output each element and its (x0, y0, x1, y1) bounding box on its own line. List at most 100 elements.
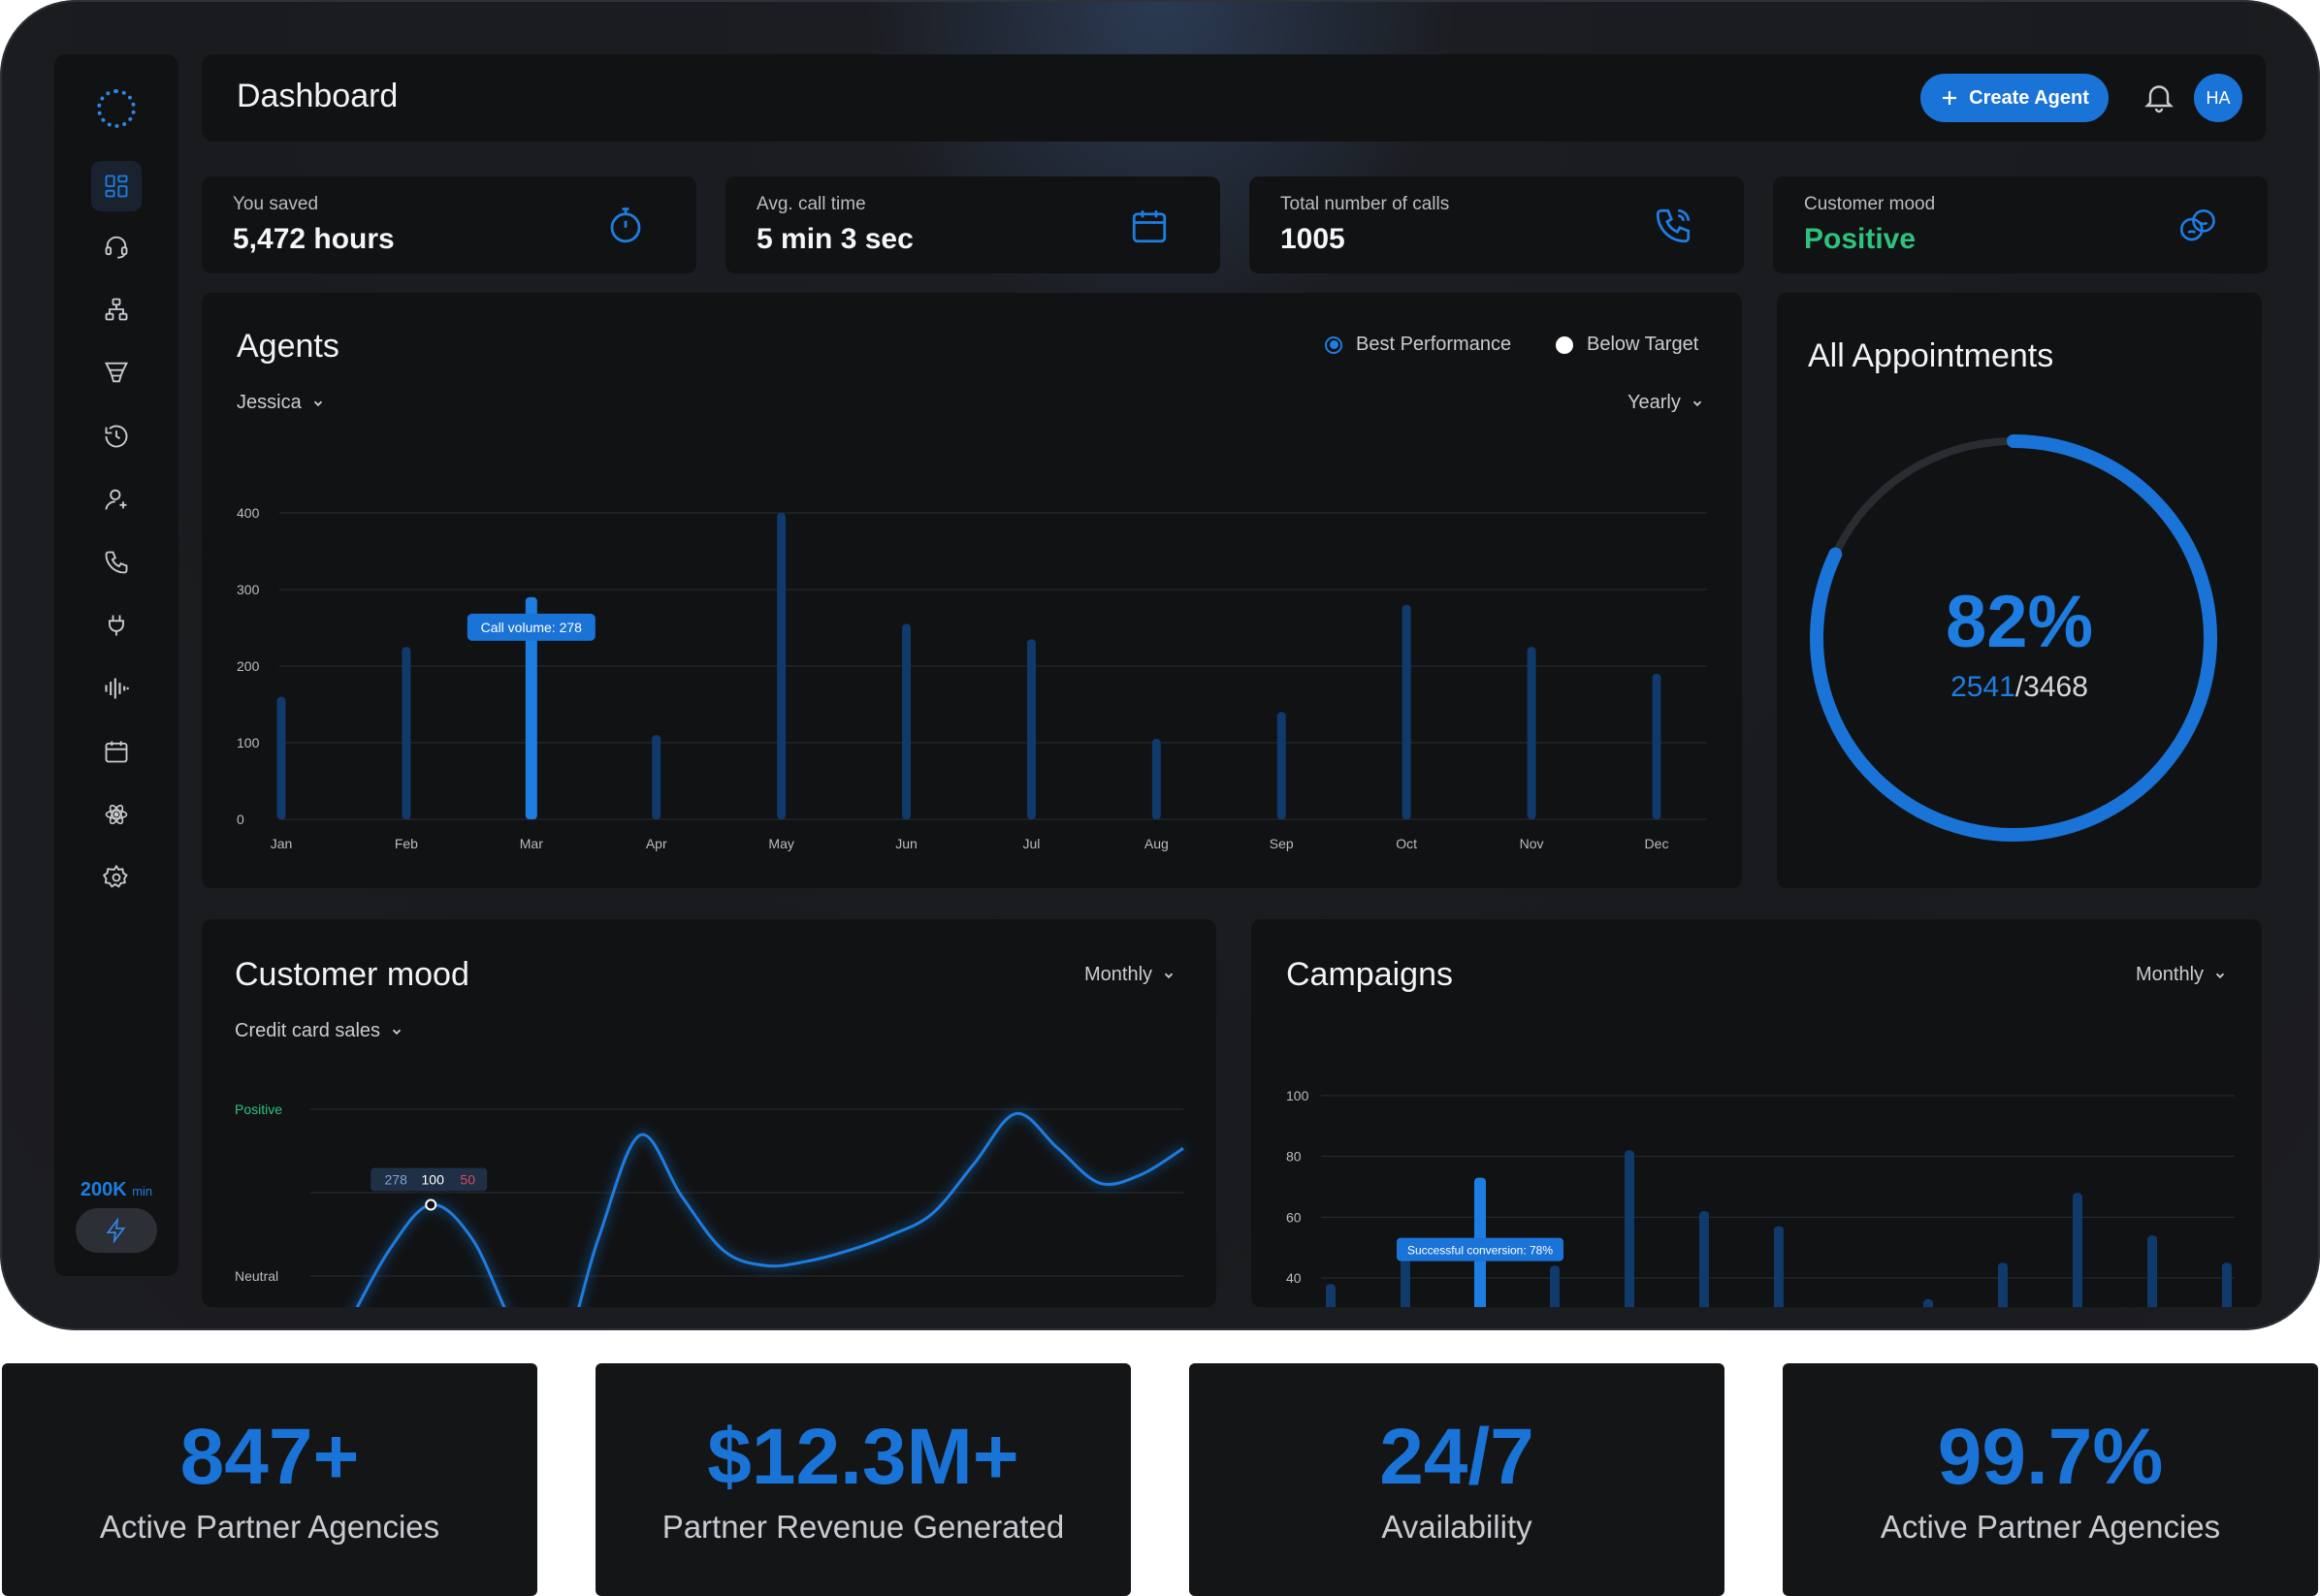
segment-select-value: Credit card sales (235, 1020, 381, 1041)
stat-avg-call-time: Avg. call time 5 min 3 sec (725, 176, 1220, 273)
nav-calendar-icon[interactable] (91, 726, 142, 777)
y-tick-label: 80 (1286, 1149, 1302, 1165)
stat-total-calls: Total number of calls 1005 (1249, 176, 1744, 273)
y-tick-label: 0 (237, 812, 244, 827)
chevron-down-icon (1692, 400, 1702, 406)
tooltip-box (467, 613, 596, 641)
stat-label: Customer mood (1804, 194, 1936, 214)
bar (902, 623, 912, 819)
x-tick-label: Feb (395, 836, 418, 851)
mood-icon (2179, 208, 2215, 241)
calendar-icon (1132, 210, 1167, 243)
radio-dot-icon (1556, 335, 1573, 354)
y-tick-label: 300 (237, 582, 260, 597)
agents-bar-chart: 0 100 200 300 400 Jan Feb Mar Call volume: 278 Ap… (237, 505, 1707, 851)
y-tick-label: 400 (237, 505, 260, 521)
bar (1774, 1226, 1784, 1307)
mood-line (355, 1111, 1184, 1307)
mood-line-chart: Positive Neutral 278 100 50 (235, 1101, 1184, 1307)
logo-icon (97, 89, 136, 128)
stat-value: Positive (1804, 223, 1917, 255)
tooltip-value-b: 100 (422, 1172, 445, 1188)
nav-voice-icon[interactable] (91, 663, 142, 714)
campaigns-panel: Campaigns Monthly 40 60 80 100 Successful co… (1251, 919, 2262, 1307)
nav-calls-icon[interactable] (91, 537, 142, 588)
topbar: Dashboard Create Agent HA (202, 54, 2266, 142)
y-label-positive: Positive (235, 1101, 282, 1117)
legend-below-target[interactable]: Below Target (1556, 334, 1698, 356)
customer-mood-title: Customer mood (235, 956, 469, 993)
chevron-down-icon (392, 1029, 402, 1035)
create-agent-button[interactable]: Create Agent (1920, 74, 2109, 122)
bar (525, 596, 537, 819)
bar (1402, 604, 1411, 819)
bar (1998, 1262, 2008, 1307)
x-tick-label: Mar (520, 836, 543, 851)
tooltip-box (371, 1167, 488, 1192)
legend-best-performance[interactable]: Best Performance (1325, 334, 1511, 356)
stat-label: You saved (233, 194, 319, 214)
appointments-fraction: 2541/3468 (1777, 671, 2262, 704)
stat-value: 5 min 3 sec (757, 223, 914, 255)
period-select[interactable]: Yearly (1627, 392, 1704, 414)
nav-funnel-icon[interactable] (91, 347, 142, 398)
appointments-ring (1810, 434, 2217, 842)
avatar[interactable]: HA (2194, 74, 2242, 122)
x-tick-label: Jul (1023, 836, 1041, 851)
phone-call-icon (1656, 208, 1691, 243)
tooltip-value-c: 50 (460, 1172, 475, 1188)
nav-history-icon[interactable] (91, 411, 142, 462)
bar (2073, 1193, 2082, 1307)
stat-card-availability: 24/7 Availability (1189, 1363, 1724, 1596)
legend-label: Best Performance (1356, 334, 1512, 355)
usage-value: 200K (80, 1179, 127, 1200)
plus-icon (1943, 91, 1957, 105)
bar (2222, 1262, 2232, 1307)
chevron-down-icon (2215, 973, 2225, 978)
stat-card-uptime: 99.7% Active Partner Agencies (1783, 1363, 2318, 1596)
x-tick-label: Apr (646, 836, 667, 851)
radio-selected-icon (1325, 335, 1342, 354)
bar (1326, 1284, 1336, 1307)
bell-icon[interactable] (2142, 80, 2176, 114)
nav-dashboard-icon[interactable] (91, 161, 142, 211)
nav-ai-icon[interactable] (91, 789, 142, 840)
appointments-total: /3468 (2014, 671, 2088, 703)
card-caption: Partner Revenue Generated (661, 1509, 1065, 1545)
bar-tooltip: Successful conversion: 78% (1397, 1237, 1563, 1261)
bar (1699, 1211, 1709, 1307)
nav-contacts-icon[interactable] (91, 474, 142, 525)
bar (1026, 639, 1036, 819)
agent-select-value: Jessica (237, 392, 302, 413)
appointments-panel: All Appointments 82% 2541/3468 (1777, 293, 2262, 888)
card-caption: Active Partner Agencies (99, 1509, 440, 1545)
legend-label: Below Target (1587, 334, 1699, 355)
nav-integrations-icon[interactable] (91, 600, 142, 651)
segment-select[interactable]: Credit card sales (235, 1020, 403, 1042)
stat-value: 5,472 hours (233, 223, 395, 255)
nav-support-icon[interactable] (91, 221, 142, 271)
boost-button[interactable] (76, 1208, 157, 1253)
mood-tooltip: 278 100 50 (371, 1167, 488, 1192)
mood-point (425, 1198, 437, 1211)
card-value: 847+ (179, 1413, 360, 1501)
campaigns-period-value: Monthly (2136, 964, 2205, 985)
stat-card-agencies: 847+ Active Partner Agencies (2, 1363, 537, 1596)
bar (652, 735, 661, 819)
mood-period-select[interactable]: Monthly (1084, 964, 1176, 986)
bar (276, 696, 286, 819)
bar (777, 513, 787, 819)
nav-hierarchy-icon[interactable] (91, 284, 142, 335)
card-caption: Active Partner Agencies (1880, 1509, 2221, 1545)
agent-select[interactable]: Jessica (237, 392, 325, 414)
y-tick-label: 100 (237, 735, 260, 750)
bar (1923, 1298, 1933, 1307)
bar (1151, 739, 1161, 819)
appointments-booked: 2541 (1950, 671, 2015, 703)
tooltip-value-a: 278 (385, 1172, 408, 1188)
ring-progress (1810, 434, 2217, 842)
campaigns-period-select[interactable]: Monthly (2136, 964, 2227, 986)
card-value: 99.7% (1937, 1413, 2164, 1501)
agents-title: Agents (237, 328, 339, 365)
nav-settings-icon[interactable] (91, 852, 142, 903)
